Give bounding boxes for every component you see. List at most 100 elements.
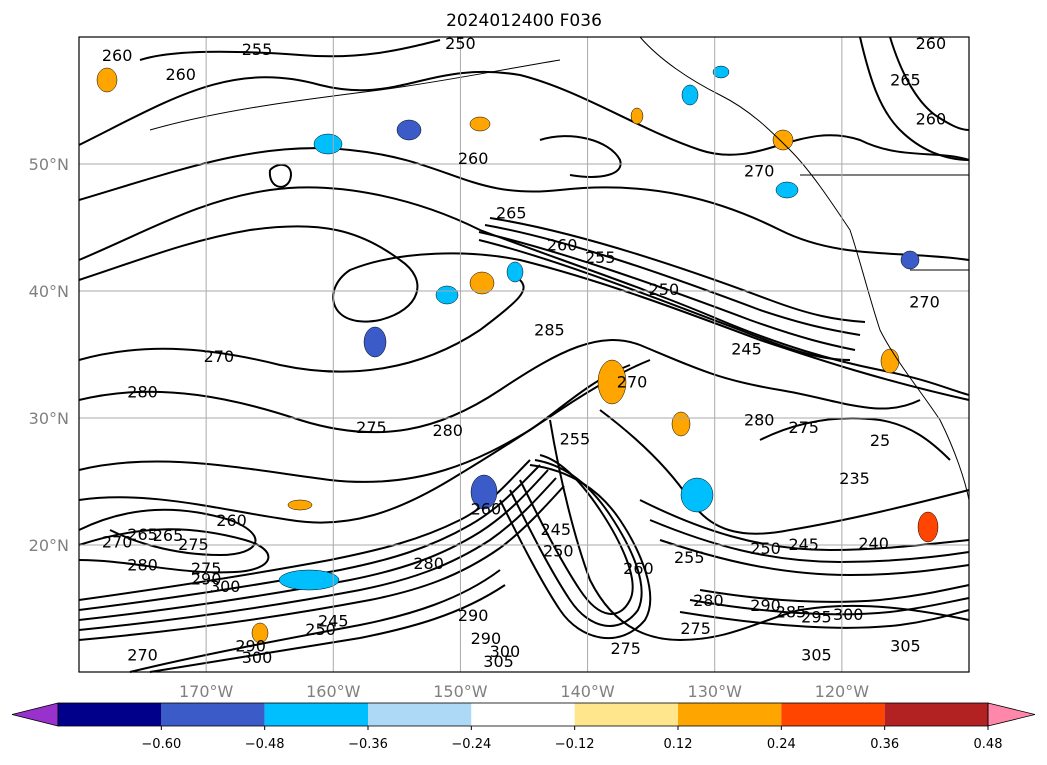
- contour-label: 305: [483, 652, 514, 671]
- contour-label: 250: [305, 620, 336, 639]
- contour-label: 265: [890, 70, 921, 89]
- colorbar-tick-label: −0.12: [555, 737, 595, 752]
- map-panel: 260 255 260 250 260 265 260 260 270 265 260 255 250 2…: [78, 34, 970, 673]
- map-title: 2024012400 F036: [446, 11, 602, 31]
- contour-label: 305: [801, 646, 832, 665]
- contour-label: 235: [839, 469, 870, 488]
- contour-label: 300: [833, 605, 864, 624]
- contour-label: 290: [235, 637, 266, 656]
- colorbar-extend-low: [11, 702, 59, 727]
- contour-label: 255: [242, 40, 273, 59]
- longitude-label: 130°W: [688, 682, 743, 701]
- contour-label: 255: [585, 248, 616, 267]
- contour-label: 280: [432, 421, 463, 440]
- contour-label: 300: [490, 642, 521, 661]
- contour-label: 255: [674, 548, 705, 567]
- map-frame: [78, 36, 970, 673]
- colorbar-segment: [574, 703, 678, 726]
- contour-label: 290: [471, 629, 502, 648]
- longitude-label: 120°W: [815, 682, 870, 701]
- colorbar-tick-label: 0.12: [664, 737, 693, 752]
- contour-label: 250: [750, 539, 781, 558]
- contour-lines: [78, 36, 970, 673]
- colorbar-extend-high: [987, 702, 1036, 727]
- contour-label: 265: [496, 204, 527, 223]
- contour-label: 285: [534, 320, 565, 339]
- contour-label: 290: [191, 569, 222, 588]
- colorbar-tick-label: 0.48: [974, 737, 1003, 752]
- shaded-field: [96, 65, 939, 644]
- graticule: [79, 37, 969, 672]
- contour-label: 245: [541, 520, 572, 539]
- contour-label: 270: [127, 646, 158, 665]
- contour-label: 250: [445, 34, 476, 53]
- contour-label: 265: [153, 526, 184, 545]
- colorbar-segment: [264, 703, 368, 726]
- contour-label: 265: [127, 525, 158, 544]
- contour-label: 275: [356, 418, 387, 437]
- colorbar-segment: [368, 703, 472, 726]
- contour-label: 275: [191, 559, 222, 578]
- contour-label: 275: [178, 535, 209, 554]
- contour-label: 280: [127, 383, 158, 402]
- colorbar-segment: [884, 703, 988, 726]
- contour-label: 270: [617, 373, 648, 392]
- contour-label: 255: [560, 430, 591, 449]
- contour-label: 260: [471, 500, 502, 519]
- contour-label: 245: [731, 340, 762, 359]
- colorbar-frame: [57, 702, 989, 727]
- contour-label: 270: [909, 293, 940, 312]
- contour-label: 240: [858, 534, 889, 553]
- contour-label: 250: [543, 541, 574, 560]
- contour-label: 260: [165, 65, 196, 84]
- colorbar-tick-label: −0.24: [451, 737, 491, 752]
- latitude-label: 40°N: [29, 282, 69, 301]
- contour-label: 245: [788, 535, 819, 554]
- contour-label: 260: [623, 559, 654, 578]
- contour-label: 260: [916, 110, 947, 129]
- longitude-label: 160°W: [306, 682, 361, 701]
- colorbar-segment: [161, 703, 265, 726]
- colorbar-segment: [781, 703, 885, 726]
- contour-label: 300: [242, 648, 273, 667]
- latitude-labels: 50°N 40°N 30°N 20°N: [29, 155, 69, 555]
- colorbar-segment: [471, 703, 575, 726]
- latitude-label: 50°N: [29, 155, 69, 174]
- contour-label: 280: [693, 591, 724, 610]
- contour-label: 285: [776, 602, 807, 621]
- colorbar-segment: [58, 703, 162, 726]
- contour-label: 275: [680, 619, 711, 638]
- contour-label: 280: [744, 411, 775, 430]
- contour-label: 260: [916, 34, 947, 53]
- coastlines: [149, 36, 970, 501]
- contour-label: 295: [801, 607, 832, 626]
- colorbar: −0.60 −0.48 −0.36 −0.24 −0.12 0.12 0.24 0.36 0.4…: [11, 702, 1036, 752]
- latitude-label: 20°N: [29, 536, 69, 555]
- contour-label: 260: [458, 149, 489, 168]
- contour-label: 250: [649, 280, 680, 299]
- colorbar-tick-label: −0.36: [348, 737, 388, 752]
- contour-label: 275: [788, 418, 819, 437]
- contour-label: 290: [750, 596, 781, 615]
- colorbar-tick-label: 0.36: [870, 737, 899, 752]
- longitude-labels: 170°W 160°W 150°W 140°W 130°W 120°W: [179, 682, 869, 701]
- contour-labels: 260 255 260 250 260 265 260 260 270 265 260 255 250 2…: [102, 34, 946, 671]
- contour-label: 280: [127, 555, 158, 574]
- contour-label: 270: [204, 347, 235, 366]
- longitude-label: 140°W: [560, 682, 615, 701]
- contour-label: 300: [210, 577, 241, 596]
- contour-label: 260: [547, 235, 578, 254]
- contour-label: 260: [216, 511, 247, 530]
- colorbar-tick-label: −0.60: [141, 737, 181, 752]
- contour-label: 260: [102, 46, 133, 65]
- contour-label: 280: [413, 554, 444, 573]
- colorbar-tick-label: −0.48: [245, 737, 285, 752]
- colorbar-segment: [678, 703, 782, 726]
- contour-label: 305: [890, 637, 921, 656]
- latitude-label: 30°N: [29, 409, 69, 428]
- contour-label: 275: [610, 639, 641, 658]
- contour-label: 290: [458, 606, 489, 625]
- contour-label: 270: [744, 162, 775, 181]
- colorbar-tick-label: 0.24: [767, 737, 796, 752]
